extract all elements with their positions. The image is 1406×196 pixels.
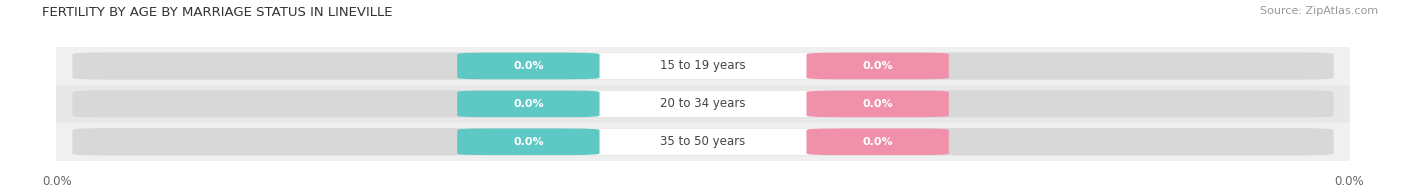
Text: 20 to 34 years: 20 to 34 years bbox=[661, 97, 745, 110]
Text: 0.0%: 0.0% bbox=[862, 99, 893, 109]
FancyBboxPatch shape bbox=[73, 128, 1334, 155]
FancyBboxPatch shape bbox=[554, 91, 852, 117]
Text: 35 to 50 years: 35 to 50 years bbox=[661, 135, 745, 148]
Text: 0.0%: 0.0% bbox=[513, 137, 544, 147]
FancyBboxPatch shape bbox=[457, 53, 599, 79]
Bar bbox=[56, 123, 1350, 161]
FancyBboxPatch shape bbox=[554, 53, 852, 79]
FancyBboxPatch shape bbox=[807, 91, 949, 117]
Bar bbox=[56, 85, 1350, 123]
Text: Source: ZipAtlas.com: Source: ZipAtlas.com bbox=[1260, 6, 1378, 16]
Bar bbox=[56, 47, 1350, 85]
Text: 0.0%: 0.0% bbox=[513, 99, 544, 109]
Text: 0.0%: 0.0% bbox=[513, 61, 544, 71]
FancyBboxPatch shape bbox=[73, 90, 1334, 118]
Text: 0.0%: 0.0% bbox=[1334, 175, 1364, 188]
Text: 15 to 19 years: 15 to 19 years bbox=[661, 60, 745, 73]
FancyBboxPatch shape bbox=[807, 129, 949, 155]
FancyBboxPatch shape bbox=[807, 53, 949, 79]
Text: 0.0%: 0.0% bbox=[42, 175, 72, 188]
Text: FERTILITY BY AGE BY MARRIAGE STATUS IN LINEVILLE: FERTILITY BY AGE BY MARRIAGE STATUS IN L… bbox=[42, 6, 392, 19]
FancyBboxPatch shape bbox=[554, 129, 852, 155]
Text: 0.0%: 0.0% bbox=[862, 137, 893, 147]
FancyBboxPatch shape bbox=[457, 129, 599, 155]
FancyBboxPatch shape bbox=[457, 91, 599, 117]
FancyBboxPatch shape bbox=[73, 52, 1334, 80]
Text: 0.0%: 0.0% bbox=[862, 61, 893, 71]
